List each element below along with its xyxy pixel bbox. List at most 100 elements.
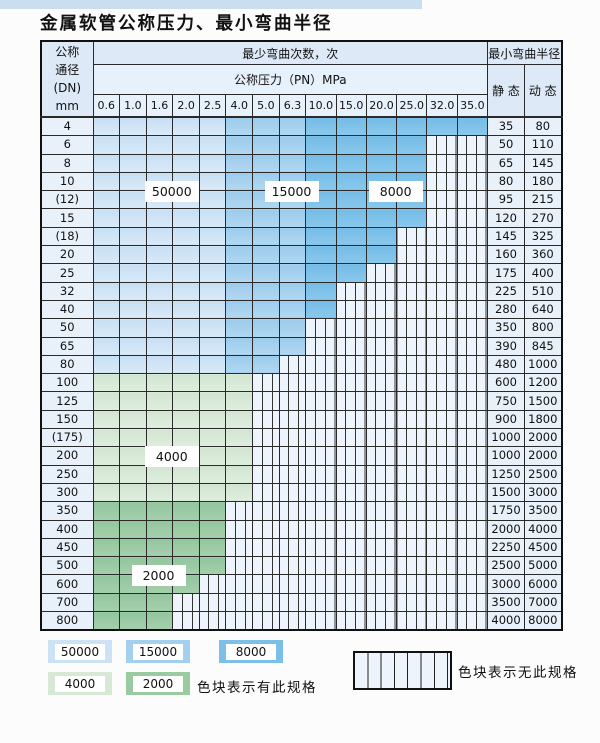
pn-cell [119, 446, 147, 466]
dn-cell: 80 [40, 354, 94, 375]
pn-cell [198, 171, 227, 192]
pn-cell-no-spec [335, 391, 367, 411]
dynamic-radius-cell: 110 [524, 135, 563, 155]
table-row: 20 160 360 [40, 245, 563, 265]
pn-cell [335, 171, 367, 192]
pn-cell-no-spec [426, 556, 458, 576]
pn-cell-no-spec [305, 373, 337, 393]
pn-cell [119, 354, 147, 375]
pn-cell-no-spec [456, 153, 489, 173]
pn-cell [252, 354, 280, 375]
pn-cell-no-spec [396, 446, 428, 466]
dn-cell: 100 [40, 373, 94, 393]
pn-cell-no-spec [365, 482, 398, 503]
pn-cell-no-spec [305, 519, 337, 539]
pn-cell-no-spec [278, 519, 307, 539]
pn-cell [198, 373, 227, 393]
pn-cell-no-spec [252, 501, 280, 521]
pn-cell-no-spec [305, 391, 337, 411]
pn-cell [172, 409, 200, 430]
static-radius-cell: 1000 [487, 428, 526, 448]
table-row: 400 2000 4000 [40, 519, 563, 539]
dynamic-radius-cell: 1500 [524, 391, 563, 411]
pn-cell-no-spec [426, 373, 458, 393]
pn-cell-no-spec [456, 171, 489, 192]
pn-cell-no-spec [335, 501, 367, 521]
dn-cell: (12) [40, 190, 94, 210]
pressure-tick: 4.0 [225, 94, 254, 118]
dynamic-radius-cell: 1000 [524, 354, 563, 375]
dynamic-radius-cell: 5000 [524, 556, 563, 576]
pn-cell [252, 116, 280, 137]
pn-cell-no-spec [305, 464, 337, 484]
dn-cell: 250 [40, 464, 94, 484]
pn-cell-no-spec [252, 373, 280, 393]
pn-cell-no-spec [396, 336, 428, 356]
pn-cell [225, 208, 254, 228]
dn-cell: 4 [40, 116, 94, 137]
pn-cell-no-spec [396, 592, 428, 613]
pn-cell [225, 354, 254, 375]
pn-cell-no-spec [456, 299, 489, 320]
dynamic-radius-cell: 3500 [524, 501, 563, 521]
pn-cell-no-spec [365, 574, 398, 594]
pn-cell-no-spec [365, 428, 398, 448]
pn-cell [172, 318, 200, 338]
pn-cell-no-spec [396, 299, 428, 320]
pn-cell [198, 190, 227, 210]
pn-cell [278, 116, 307, 137]
table-row: 80 480 1000 [40, 354, 563, 375]
dynamic-radius-cell: 325 [524, 226, 563, 247]
pn-cell [198, 153, 227, 173]
static-radius-cell: 2250 [487, 537, 526, 558]
pn-cell-no-spec [426, 245, 458, 265]
pn-cell [119, 519, 147, 539]
pn-cell [92, 464, 121, 484]
table-row: 150 900 1800 [40, 409, 563, 430]
pn-cell-no-spec [252, 446, 280, 466]
pn-cell [145, 537, 174, 558]
pn-cell-no-spec [335, 574, 367, 594]
pn-cell-no-spec [225, 574, 254, 594]
pn-cell [278, 318, 307, 338]
dynamic-radius-cell: 360 [524, 245, 563, 265]
pn-cell [172, 336, 200, 356]
pn-cell [225, 318, 254, 338]
pn-cell-no-spec [426, 226, 458, 247]
table-row: 65 390 845 [40, 336, 563, 356]
static-radius-cell: 2000 [487, 519, 526, 539]
table-row: 100 600 1200 [40, 373, 563, 393]
table-row: 50 350 800 [40, 318, 563, 338]
table-row: (18) 145 325 [40, 226, 563, 247]
pn-cell-no-spec [278, 464, 307, 484]
pn-cell-no-spec [456, 354, 489, 375]
pn-cell-no-spec [456, 208, 489, 228]
pn-cell [225, 336, 254, 356]
pn-cell [278, 153, 307, 173]
dynamic-radius-cell: 1800 [524, 409, 563, 430]
pn-cell [305, 263, 337, 283]
pn-cell-no-spec [305, 428, 337, 448]
pn-cell-no-spec [278, 556, 307, 576]
pn-cell-no-spec [396, 428, 428, 448]
pn-cell [145, 135, 174, 155]
pressure-bend-table: 公称 通径 (DN) mm 最少弯曲次数，次 最小弯曲半径 公称压力（PN）MPa 静 态动 … [40, 40, 563, 632]
pn-cell-no-spec [225, 519, 254, 539]
pn-cell [172, 263, 200, 283]
pn-cell-no-spec [365, 373, 398, 393]
table-row: 25 175 400 [40, 263, 563, 283]
pn-cell-no-spec [426, 409, 458, 430]
pn-cell-no-spec [396, 263, 428, 283]
pn-cell [172, 501, 200, 521]
pn-cell [335, 208, 367, 228]
table-row: 800 4000 8000 [40, 611, 563, 631]
dynamic-radius-cell: 800 [524, 318, 563, 338]
pn-cell [172, 428, 200, 448]
pn-cell-no-spec [278, 482, 307, 503]
pn-cell [305, 135, 337, 155]
pn-cell [145, 592, 174, 613]
pn-cell-no-spec [278, 391, 307, 411]
pn-cell-no-spec [365, 537, 398, 558]
dn-cell: 20 [40, 245, 94, 265]
static-header: 静 态 [487, 64, 526, 118]
